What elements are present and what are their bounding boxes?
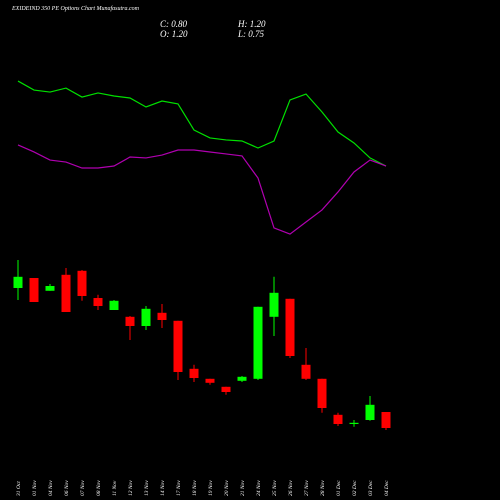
x-tick-label: 04 Dec (383, 480, 390, 496)
candle-body (93, 298, 103, 306)
candle-body (205, 378, 215, 383)
candle-body (381, 412, 391, 428)
close-text: C: 0.80 (160, 19, 188, 29)
candle-body (45, 286, 55, 291)
x-tick-label: 26 Nov (288, 480, 294, 496)
candle-body (349, 422, 359, 424)
x-tick-label: 20 Nov (224, 480, 230, 496)
candle-body (29, 278, 39, 302)
candle-body (269, 292, 279, 317)
x-tick-label: 01 Nov (32, 480, 38, 496)
indicator-line (17, 144, 387, 235)
x-tick-label: 11 Nov (112, 480, 118, 496)
candle-body (189, 368, 199, 378)
chart-title: EXIDEIND 350 PE Options Chart Munafasutr… (11, 5, 140, 12)
x-tick-label: 01 Dec (336, 480, 342, 496)
candle-body (221, 386, 231, 392)
candle-body (125, 316, 135, 326)
x-tick-label: 08 Nov (96, 480, 102, 496)
x-tick-label: 14 Nov (159, 480, 166, 496)
candle-body (285, 298, 295, 356)
x-tick-label: 28 Nov (320, 480, 326, 496)
candle-body (61, 274, 71, 312)
x-tick-label: 12 Nov (128, 480, 134, 496)
x-tick-label: 06 Nov (64, 480, 70, 496)
low-text: L: 0.75 (237, 29, 265, 39)
x-tick-label: 03 Dec (368, 480, 374, 496)
candle-body (173, 320, 183, 372)
x-tick-label: 21 Nov (240, 480, 246, 496)
candle-body (301, 364, 311, 379)
candle-body (365, 404, 375, 420)
x-tick-label: 02 Dec (352, 480, 358, 496)
indicator-line (17, 80, 387, 167)
x-tick-label: 07 Nov (80, 480, 86, 496)
open-text: O: 1.20 (160, 29, 188, 39)
candle-body (237, 376, 247, 381)
candle-body (317, 378, 327, 408)
candle-body (333, 414, 343, 424)
x-tick-label: 19 Nov (208, 480, 214, 496)
candle-body (253, 306, 263, 379)
x-tick-label: 25 Nov (272, 480, 278, 496)
x-tick-label: 18 Nov (192, 480, 198, 496)
candle-body (141, 308, 151, 326)
high-text: H: 1.20 (237, 19, 266, 29)
candle-body (109, 300, 119, 310)
candle-body (77, 270, 87, 296)
candle-body (157, 312, 167, 320)
x-tick-label: 31 Oct (16, 481, 22, 497)
x-tick-label: 27 Nov (304, 480, 310, 496)
x-tick-label: 24 Nov (255, 480, 262, 496)
candle-body (13, 276, 23, 288)
x-tick-label: 04 Nov (47, 480, 54, 496)
x-tick-label: 17 Nov (176, 480, 182, 496)
x-tick-label: 13 Nov (144, 480, 150, 496)
